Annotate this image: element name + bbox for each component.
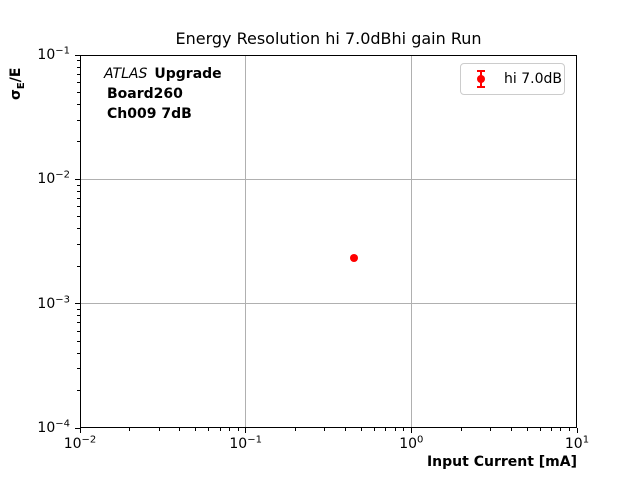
y-axis-tick — [75, 178, 80, 180]
y-tick-label: 10−1 — [37, 45, 70, 63]
y-axis-tick — [77, 91, 80, 93]
x-axis-tick — [219, 428, 221, 431]
x-axis-label: Input Current [mA] — [426, 454, 577, 470]
y-gridline — [80, 303, 577, 305]
x-axis-tick — [229, 428, 231, 431]
y-axis-tick — [75, 427, 80, 429]
y-tick-label: 10−4 — [37, 418, 70, 436]
annotation-line-3: Ch009 7dB — [107, 106, 192, 122]
x-axis-tick — [550, 428, 552, 431]
x-axis-tick — [489, 428, 491, 431]
errorbar-marker-icon — [473, 69, 489, 89]
x-axis-tick — [403, 428, 405, 431]
x-axis-tick — [324, 428, 326, 431]
x-axis-tick — [394, 428, 396, 431]
y-axis-tick — [75, 54, 80, 56]
plot-area — [80, 55, 577, 428]
y-tick-label: 10−3 — [37, 294, 70, 312]
y-axis-tick — [77, 190, 80, 192]
x-axis-tick — [295, 428, 297, 431]
y-axis-tick — [77, 73, 80, 75]
x-axis-tick — [195, 428, 197, 431]
annotation-line-1: ATLAS Upgrade — [104, 64, 222, 84]
y-axis-tick — [77, 184, 80, 186]
y-axis-tick — [77, 330, 80, 332]
y-axis-label: σE/E — [8, 67, 27, 100]
x-axis-tick — [526, 428, 528, 431]
x-tick-label: 10−2 — [63, 434, 97, 452]
y-axis-tick — [77, 206, 80, 208]
y-axis-label-subscript: E — [15, 82, 27, 90]
y-axis-tick — [77, 265, 80, 267]
x-axis-tick — [237, 428, 239, 431]
annotation-block: ATLAS Upgrade Board260 Ch009 7dB — [104, 64, 222, 124]
x-axis-tick — [374, 428, 376, 431]
y-axis-tick — [77, 141, 80, 143]
chart-title: Energy Resolution hi 7.0dBhi gain Run — [175, 29, 482, 48]
y-axis-label-symbol: σ — [8, 89, 24, 100]
y-axis-tick — [77, 60, 80, 62]
y-axis-tick — [77, 308, 80, 310]
y-axis-tick — [77, 243, 80, 245]
x-axis-tick — [510, 428, 512, 431]
y-axis-tick — [77, 228, 80, 230]
y-axis-label-suffix: /E — [8, 67, 24, 83]
legend: hi 7.0dB — [460, 63, 565, 95]
x-axis-tick — [179, 428, 181, 431]
x-axis-tick — [539, 428, 541, 431]
x-axis-tick — [79, 428, 81, 433]
x-axis-tick — [344, 428, 346, 431]
y-axis-tick — [77, 315, 80, 317]
x-axis-tick — [410, 428, 412, 433]
x-tick-label: 101 — [564, 434, 590, 452]
y-tick-label: 10−2 — [37, 169, 70, 188]
y-axis-tick — [75, 303, 80, 305]
y-axis-tick — [77, 368, 80, 370]
y-axis-tick — [77, 216, 80, 218]
x-axis-tick — [576, 428, 578, 433]
y-axis-tick — [77, 66, 80, 68]
x-axis-tick — [568, 428, 570, 431]
x-tick-label: 10−1 — [229, 434, 262, 452]
data-point — [349, 253, 358, 262]
y-gridline — [80, 178, 577, 180]
experiment-name: ATLAS — [104, 66, 148, 82]
x-axis-tick — [208, 428, 210, 431]
x-axis-tick — [360, 428, 362, 431]
x-axis-tick — [158, 428, 160, 431]
x-axis-tick — [129, 428, 131, 431]
y-axis-tick — [77, 103, 80, 105]
y-axis-tick — [77, 82, 80, 84]
x-axis-tick — [460, 428, 462, 431]
y-axis-tick — [77, 390, 80, 392]
y-axis-tick — [77, 340, 80, 342]
y-axis-tick — [77, 198, 80, 200]
legend-entry-label: hi 7.0dB — [504, 71, 562, 87]
x-axis-tick — [245, 428, 247, 433]
x-gridline — [410, 55, 412, 428]
y-axis-tick — [77, 322, 80, 324]
annotation-line-2: Board260 — [107, 86, 183, 102]
x-axis-tick — [385, 428, 387, 431]
y-axis-tick — [77, 119, 80, 121]
x-axis-tick — [560, 428, 562, 431]
y-axis-tick — [77, 352, 80, 354]
x-tick-label: 100 — [399, 434, 424, 452]
x-gridline — [245, 55, 247, 428]
experiment-suffix: Upgrade — [154, 66, 222, 82]
